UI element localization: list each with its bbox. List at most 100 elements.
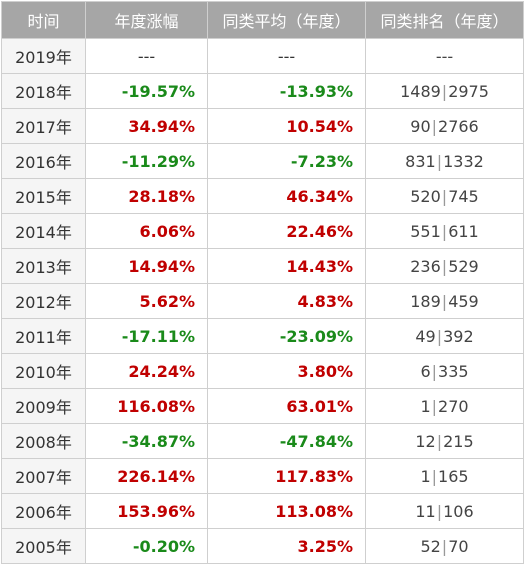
rank-position: 52 — [420, 536, 441, 556]
annual-change-cell: 6.06% — [85, 213, 208, 249]
peer-rank-cell: 52|70 — [365, 528, 524, 564]
year-cell: 2017年 — [1, 108, 86, 144]
table-row: 2017年 34.94% 10.54% 90|2766 — [1, 108, 524, 144]
peer-rank-cell: 49|392 — [365, 318, 524, 354]
rank-separator: | — [436, 151, 443, 171]
annual-change-cell: 116.08% — [85, 388, 208, 424]
rank-position: 551 — [410, 221, 441, 241]
peer-rank-cell: 6|335 — [365, 353, 524, 389]
annual-change-cell: 34.94% — [85, 108, 208, 144]
peer-rank-cell: 11|106 — [365, 493, 524, 529]
peer-average-cell: -23.09% — [207, 318, 366, 354]
rank-position: 831 — [405, 151, 436, 171]
peer-rank-cell: 1489|2975 — [365, 73, 524, 109]
rank-separator: | — [441, 81, 448, 101]
rank-separator: | — [431, 396, 438, 416]
year-cell: 2016年 — [1, 143, 86, 179]
rank-separator: | — [441, 536, 448, 556]
rank-position: 1 — [420, 466, 431, 486]
year-cell: 2006年 — [1, 493, 86, 529]
annual-change-cell: 226.14% — [85, 458, 208, 494]
peer-average-cell: -7.23% — [207, 143, 366, 179]
annual-change-cell: -17.11% — [85, 318, 208, 354]
rank-separator: | — [436, 326, 443, 346]
rank-total: 70 — [448, 536, 469, 556]
table-row: 2019年 --- --- --- — [1, 38, 524, 74]
rank-total: 529 — [448, 256, 479, 276]
annual-change-cell: 28.18% — [85, 178, 208, 214]
rank-separator: | — [441, 221, 448, 241]
table-row: 2006年 153.96% 113.08% 11|106 — [1, 493, 524, 529]
annual-change-cell: 5.62% — [85, 283, 208, 319]
year-cell: 2012年 — [1, 283, 86, 319]
rank-total: 106 — [443, 501, 474, 521]
rank-total: 611 — [448, 221, 479, 241]
year-cell: 2009年 — [1, 388, 86, 424]
rank-position: 1 — [420, 396, 431, 416]
year-cell: 2019年 — [1, 38, 86, 74]
peer-average-cell: 46.34% — [207, 178, 366, 214]
peer-average-cell: 117.83% — [207, 458, 366, 494]
rank-separator: | — [431, 116, 438, 136]
peer-rank-cell: 189|459 — [365, 283, 524, 319]
rank-total: 2766 — [438, 116, 479, 136]
header-time: 时间 — [1, 1, 86, 39]
rank-position: --- — [435, 46, 454, 66]
annual-change-cell: -11.29% — [85, 143, 208, 179]
peer-average-cell: -47.84% — [207, 423, 366, 459]
rank-separator: | — [441, 186, 448, 206]
rank-separator: | — [441, 256, 448, 276]
annual-change-cell: 153.96% — [85, 493, 208, 529]
year-cell: 2014年 — [1, 213, 86, 249]
rank-total: 459 — [448, 291, 479, 311]
year-cell: 2011年 — [1, 318, 86, 354]
year-cell: 2015年 — [1, 178, 86, 214]
rank-position: 6 — [420, 361, 431, 381]
peer-average-cell: 4.83% — [207, 283, 366, 319]
annual-change-cell: -0.20% — [85, 528, 208, 564]
rank-position: 236 — [410, 256, 441, 276]
table-row: 2013年 14.94% 14.43% 236|529 — [1, 248, 524, 284]
table-row: 2007年 226.14% 117.83% 1|165 — [1, 458, 524, 494]
rank-position: 90 — [410, 116, 431, 136]
peer-rank-cell: 551|611 — [365, 213, 524, 249]
peer-rank-cell: 1|165 — [365, 458, 524, 494]
annual-change-cell: --- — [85, 38, 208, 74]
table-row: 2009年 116.08% 63.01% 1|270 — [1, 388, 524, 424]
rank-position: 520 — [410, 186, 441, 206]
table-row: 2008年 -34.87% -47.84% 12|215 — [1, 423, 524, 459]
table-row: 2016年 -11.29% -7.23% 831|1332 — [1, 143, 524, 179]
rank-position: 12 — [415, 431, 436, 451]
peer-rank-cell: 90|2766 — [365, 108, 524, 144]
table-row: 2011年 -17.11% -23.09% 49|392 — [1, 318, 524, 354]
rank-separator: | — [436, 501, 443, 521]
peer-rank-cell: 236|529 — [365, 248, 524, 284]
peer-average-cell: 22.46% — [207, 213, 366, 249]
table-row: 2010年 24.24% 3.80% 6|335 — [1, 353, 524, 389]
peer-rank-cell: 831|1332 — [365, 143, 524, 179]
peer-average-cell: 14.43% — [207, 248, 366, 284]
rank-total: 2975 — [448, 81, 489, 101]
table-row: 2015年 28.18% 46.34% 520|745 — [1, 178, 524, 214]
peer-average-cell: 3.25% — [207, 528, 366, 564]
rank-total: 215 — [443, 431, 474, 451]
annual-change-cell: 14.94% — [85, 248, 208, 284]
peer-average-cell: 63.01% — [207, 388, 366, 424]
annual-performance-table: 时间 年度涨幅 同类平均（年度） 同类排名（年度） 2019年 --- --- ---… — [1, 1, 524, 564]
year-cell: 2005年 — [1, 528, 86, 564]
year-cell: 2018年 — [1, 73, 86, 109]
header-annual-change: 年度涨幅 — [85, 1, 208, 39]
rank-total: 1332 — [443, 151, 484, 171]
peer-rank-cell: --- — [365, 38, 524, 74]
rank-total: 165 — [438, 466, 469, 486]
rank-total: 745 — [448, 186, 479, 206]
rank-total: 335 — [438, 361, 469, 381]
year-cell: 2008年 — [1, 423, 86, 459]
rank-separator: | — [436, 431, 443, 451]
peer-average-cell: 10.54% — [207, 108, 366, 144]
rank-position: 1489 — [400, 81, 441, 101]
table-row: 2012年 5.62% 4.83% 189|459 — [1, 283, 524, 319]
table-row: 2018年 -19.57% -13.93% 1489|2975 — [1, 73, 524, 109]
annual-change-cell: 24.24% — [85, 353, 208, 389]
header-row: 时间 年度涨幅 同类平均（年度） 同类排名（年度） — [1, 1, 524, 39]
